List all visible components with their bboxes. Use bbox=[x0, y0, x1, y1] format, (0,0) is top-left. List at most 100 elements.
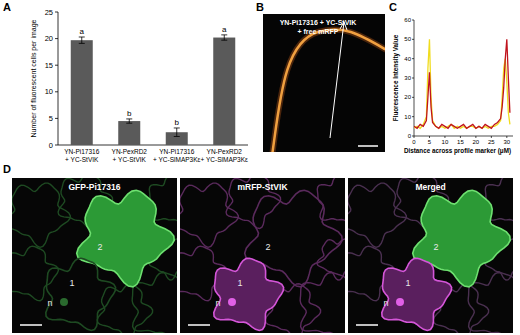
image-label: + free mRFP bbox=[297, 28, 338, 35]
nucleus bbox=[228, 298, 236, 306]
category-label-line: YN-PexRD2 bbox=[112, 148, 148, 155]
y-tick-label: 10 bbox=[404, 114, 411, 120]
panel-letter: B bbox=[256, 1, 264, 13]
nucleus bbox=[60, 298, 68, 306]
y-tick bbox=[55, 91, 58, 92]
y-tick-label: 5 bbox=[49, 114, 53, 123]
cell-label: 2 bbox=[433, 242, 438, 252]
cell-label: 2 bbox=[97, 242, 102, 252]
x-tick-label: 15 bbox=[457, 139, 464, 145]
figure: ABCD0510152025Number of fluorescent cell… bbox=[0, 0, 520, 335]
category-label-line: YN-PexRD2 bbox=[207, 148, 243, 155]
category-label-line: + YC-StVIK bbox=[65, 156, 99, 163]
cell-label: n bbox=[383, 298, 388, 308]
image-b bbox=[263, 14, 385, 152]
x-tick-label: 25 bbox=[488, 139, 495, 145]
image-title: mRFP-StVIK bbox=[237, 182, 288, 192]
y-tick-label: 20 bbox=[45, 34, 53, 43]
profile-series bbox=[414, 39, 510, 128]
image-d bbox=[12, 178, 177, 333]
bars bbox=[71, 35, 236, 145]
error-line bbox=[176, 128, 177, 137]
x-tick bbox=[506, 136, 507, 138]
significance-letter: b bbox=[175, 118, 180, 127]
image-label: YN-Pi17316 + YC-StVIK bbox=[280, 19, 357, 26]
y-tick bbox=[55, 65, 58, 66]
image-d bbox=[348, 178, 513, 333]
cell-1 bbox=[46, 258, 116, 330]
cells bbox=[180, 178, 345, 333]
cell-outline bbox=[317, 178, 345, 223]
image-title: GFP-Pi17316 bbox=[69, 182, 121, 192]
x-tick bbox=[491, 136, 492, 138]
y-tick bbox=[412, 116, 414, 117]
y-tick bbox=[55, 118, 58, 119]
panel-letter: A bbox=[3, 1, 11, 13]
category-label: YN-Pi17316+ YC-SlMAP3Kε bbox=[153, 148, 200, 163]
y-tick bbox=[412, 58, 414, 59]
lines bbox=[414, 39, 510, 128]
profile-series bbox=[414, 39, 510, 128]
y-tick-label: 25 bbox=[45, 8, 53, 17]
cell-1 bbox=[214, 258, 284, 330]
x-tick bbox=[414, 136, 415, 138]
error-line bbox=[129, 119, 130, 123]
category-label-line: + YC-StVIK bbox=[113, 156, 147, 163]
x-tick-label: 0 bbox=[412, 139, 416, 145]
bar bbox=[71, 40, 93, 145]
x-axis-label: Distance across profile marker (μM) bbox=[404, 147, 511, 155]
cell-label: 1 bbox=[237, 278, 242, 288]
y-tick-label: 15 bbox=[45, 61, 53, 70]
y-tick-label: 0 bbox=[408, 133, 412, 139]
cell-outline bbox=[97, 284, 152, 333]
membrane bbox=[272, 29, 385, 152]
category-label-line: + YC-SlMAP3Kε bbox=[153, 156, 200, 163]
cell-outline bbox=[12, 246, 58, 301]
category-label-line: YN-Pi17316 bbox=[64, 148, 99, 155]
cell-label: 1 bbox=[69, 278, 74, 288]
error-cap bbox=[221, 40, 227, 41]
error-bar bbox=[174, 128, 180, 137]
significance-letter: b bbox=[127, 109, 132, 118]
y-tick bbox=[412, 97, 414, 98]
y-tick-label: 40 bbox=[404, 56, 411, 62]
error-cap bbox=[174, 136, 180, 137]
error-cap bbox=[126, 118, 132, 119]
x-axis bbox=[414, 136, 513, 137]
error-line bbox=[224, 35, 225, 40]
error-line bbox=[81, 37, 82, 43]
cell-outline bbox=[317, 239, 345, 280]
profile-line bbox=[330, 22, 344, 138]
y-tick-label: 0 bbox=[49, 141, 53, 150]
y-tick bbox=[55, 12, 58, 13]
scale-bar bbox=[20, 324, 42, 326]
error-cap bbox=[174, 127, 180, 128]
y-axis-label: Number of fluorescent cells per image bbox=[30, 19, 38, 137]
significance-letter: a bbox=[80, 27, 85, 36]
scale-bar bbox=[188, 324, 210, 326]
category-label-line: YN-Pi17316 bbox=[159, 148, 194, 155]
y-axis bbox=[58, 12, 59, 145]
y-tick bbox=[55, 145, 58, 146]
error-cap bbox=[126, 123, 132, 124]
y-tick-label: 60 bbox=[404, 17, 411, 23]
y-tick-label: 30 bbox=[404, 75, 411, 81]
y-tick bbox=[412, 39, 414, 40]
error-cap bbox=[79, 43, 85, 44]
x-tick-label: 10 bbox=[442, 139, 449, 145]
x-tick bbox=[444, 136, 445, 138]
y-tick-label: 10 bbox=[45, 87, 53, 96]
y-tick bbox=[412, 20, 414, 21]
cell-2 bbox=[77, 190, 175, 287]
y-axis-label: Fluorescence Intensity Value bbox=[392, 34, 400, 121]
panel-letter: D bbox=[3, 163, 11, 175]
cell-label: 1 bbox=[405, 278, 410, 288]
cell-label: n bbox=[215, 298, 220, 308]
scale-bar bbox=[358, 145, 378, 147]
error-bar bbox=[79, 37, 85, 43]
category-label: YN-PexRD2+ YC-SlMAP3Kε bbox=[201, 148, 248, 163]
cells bbox=[348, 178, 513, 333]
bar bbox=[213, 38, 235, 145]
image-d bbox=[180, 178, 345, 333]
scale-bar bbox=[356, 324, 378, 326]
